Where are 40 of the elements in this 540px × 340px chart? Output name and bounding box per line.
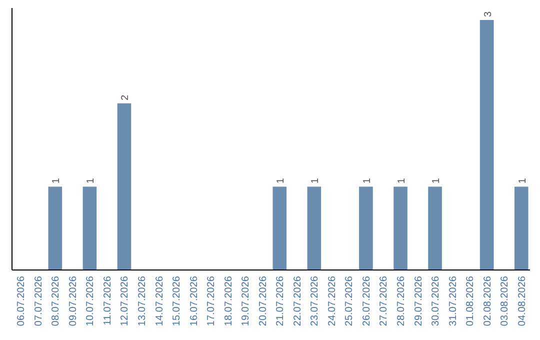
data-label: 1 xyxy=(310,178,322,184)
x-tick-label: 09.07.2026 xyxy=(68,276,79,326)
x-tick-label: 24.07.2026 xyxy=(326,276,338,326)
x-tick-label: 23.07.2026 xyxy=(310,276,321,326)
data-label: 1 xyxy=(517,178,528,184)
x-tick-label: 18.07.2026 xyxy=(223,276,234,326)
x-tick-label: 29.07.2026 xyxy=(413,276,424,326)
x-tick-label: 14.07.2026 xyxy=(154,276,166,326)
x-tick-label: 07.07.2026 xyxy=(33,276,44,326)
x-tick-label: 20.07.2026 xyxy=(258,276,269,326)
data-label: 1 xyxy=(86,178,97,184)
x-tick-label: 28.07.2026 xyxy=(396,276,407,326)
x-tick-label: 19.07.2026 xyxy=(240,276,252,326)
x-tick-label: 01.08.2026 xyxy=(465,276,476,326)
x-tick-label: 17.07.2026 xyxy=(206,276,218,326)
x-tick-label: 02.08.2026 xyxy=(482,276,494,326)
x-tick-label: 03.08.2026 xyxy=(500,276,511,326)
data-label: 1 xyxy=(431,178,442,184)
x-tick-label: 25.07.2026 xyxy=(344,276,356,326)
data-label: 2 xyxy=(120,94,132,100)
data-label: 1 xyxy=(362,178,373,184)
x-tick-label: 10.07.2026 xyxy=(85,276,96,326)
data-label: 3 xyxy=(482,11,494,17)
x-tick-label: 16.07.2026 xyxy=(188,276,200,326)
x-tick-label: 08.07.2026 xyxy=(50,276,62,326)
x-tick-label: 22.07.2026 xyxy=(292,276,304,326)
x-tick-label: 15.07.2026 xyxy=(172,276,183,326)
data-label: 1 xyxy=(51,178,62,184)
x-tick-label: 13.07.2026 xyxy=(137,276,148,326)
x-tick-label: 04.08.2026 xyxy=(516,276,528,326)
x-tick-label: 12.07.2026 xyxy=(120,276,131,326)
x-tick-label: 26.07.2026 xyxy=(361,276,372,326)
x-tick-label: 27.07.2026 xyxy=(378,276,390,326)
data-label: 1 xyxy=(276,178,287,184)
x-tick-label: 31.07.2026 xyxy=(448,276,459,326)
data-label: 1 xyxy=(396,178,408,184)
x-tick-label: 21.07.2026 xyxy=(275,276,286,326)
x-tick-label: 30.07.2026 xyxy=(430,276,442,326)
x-tick-label: 06.07.2026 xyxy=(16,276,28,326)
x-tick-label: 11.07.2026 xyxy=(102,276,114,326)
